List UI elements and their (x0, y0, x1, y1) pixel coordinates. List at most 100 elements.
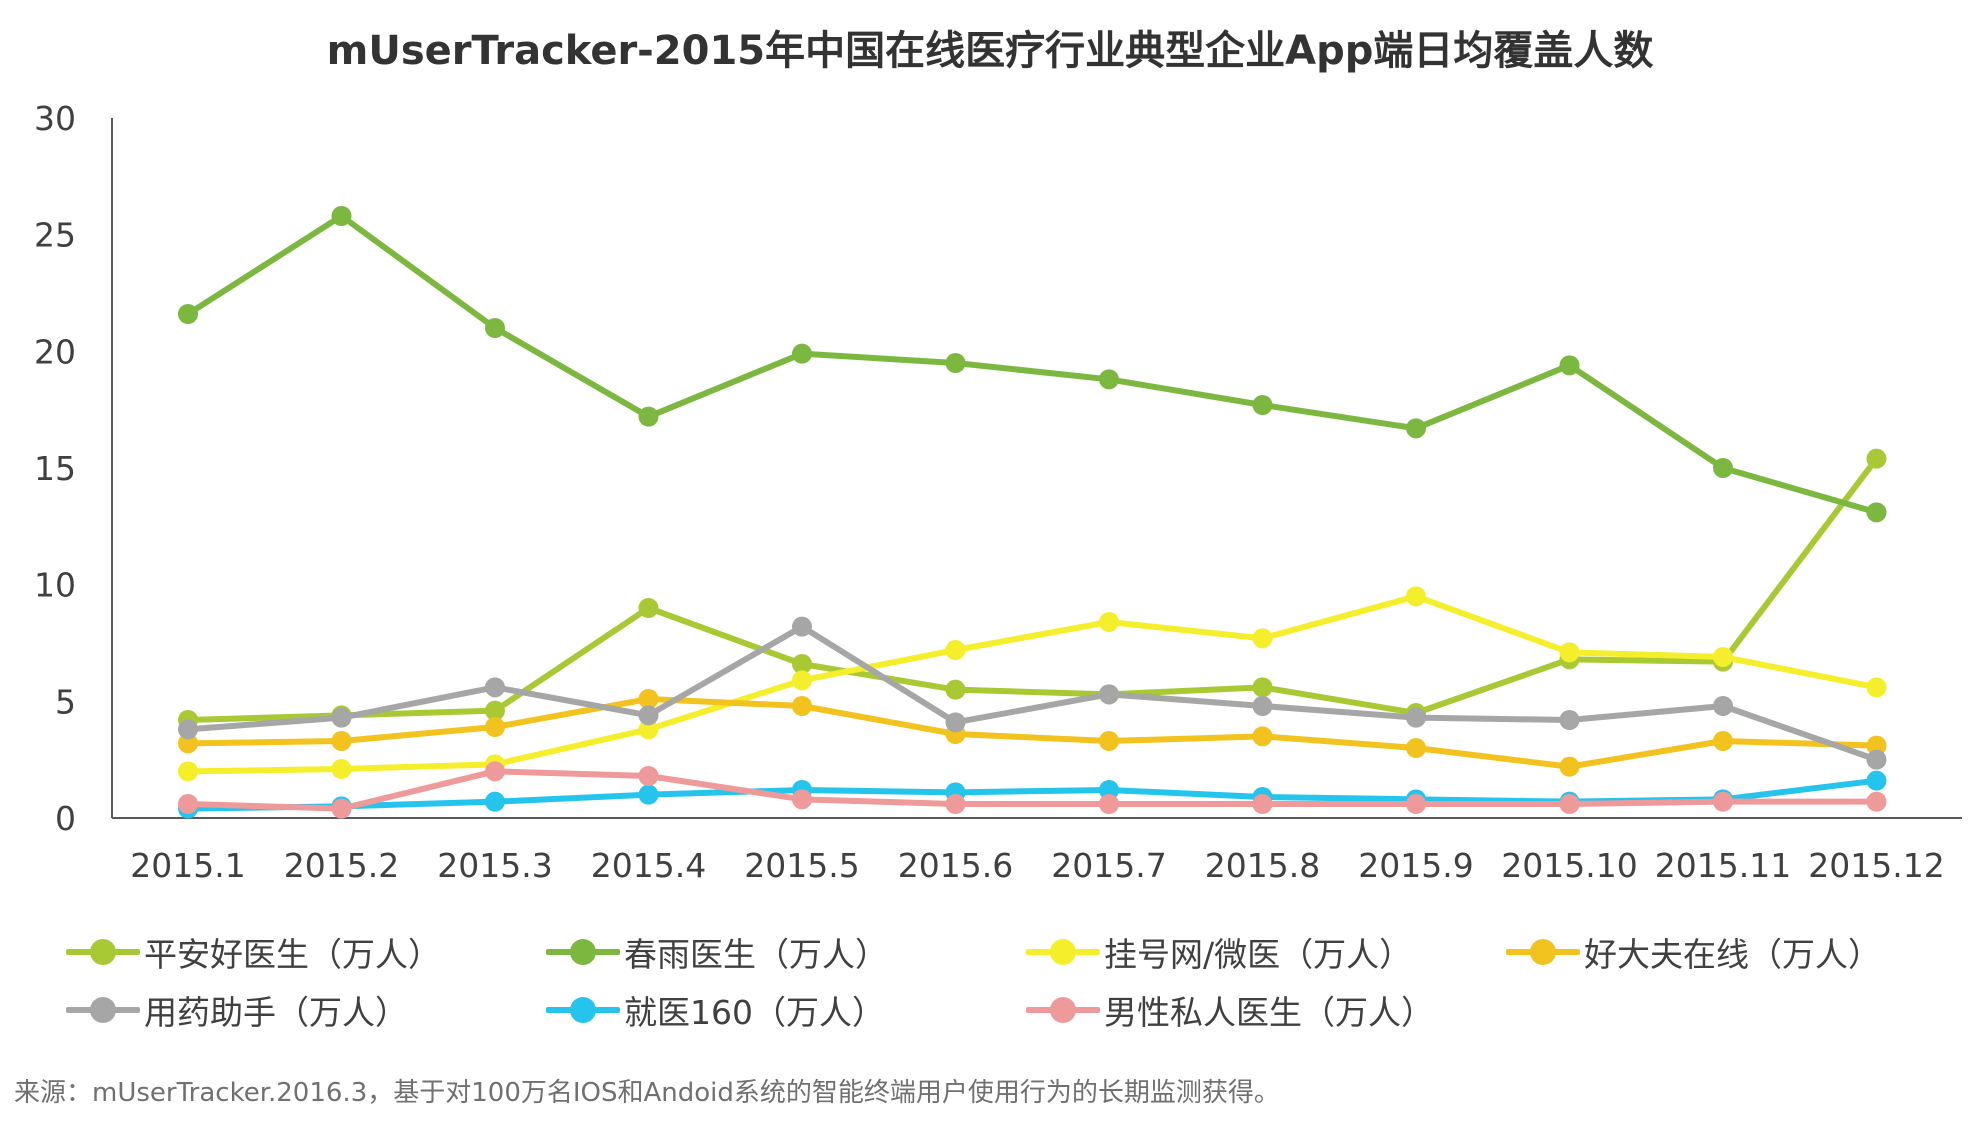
legend-item: 好大夫在线（万人） (1506, 932, 1980, 974)
y-tick-label: 5 (55, 682, 76, 721)
data-point (1406, 707, 1426, 728)
data-point (1866, 448, 1887, 469)
data-point (945, 712, 966, 733)
y-tick-label: 30 (34, 99, 76, 138)
x-tick-label: 2015.6 (898, 846, 1013, 885)
x-tick-label: 2015.10 (1501, 846, 1637, 885)
legend-label: 男性私人医生（万人） (1104, 993, 1434, 1032)
data-point (1099, 780, 1119, 800)
data-point (792, 696, 812, 716)
data-point (1252, 696, 1273, 716)
legend-swatch (1506, 932, 1580, 972)
series-line (185, 593, 1880, 775)
x-tick-label: 2015.8 (1205, 846, 1320, 885)
legend-label: 好大夫在线（万人） (1584, 935, 1881, 974)
data-point (945, 794, 966, 814)
x-tick-label: 2015.4 (591, 846, 706, 885)
data-point (638, 719, 659, 740)
data-point (1099, 369, 1119, 390)
data-point (1713, 458, 1733, 478)
x-tick-label: 2015.3 (437, 846, 552, 885)
data-point (638, 406, 659, 427)
legend-swatch (1026, 990, 1100, 1030)
data-point (945, 353, 966, 373)
data-point (1099, 794, 1119, 814)
series (178, 448, 1887, 730)
legend: 平安好医生（万人） 春雨医生（万人） 挂号网/微医（万人） 好大夫在线（万人） 用药助手… (66, 932, 1946, 1032)
y-tick-label: 15 (34, 449, 76, 488)
legend-item: 男性私人医生（万人） (1026, 990, 1506, 1032)
data-point (331, 759, 352, 779)
data-point (638, 689, 659, 709)
data-point (1252, 395, 1273, 415)
data-point (1099, 612, 1119, 632)
data-point (1559, 710, 1580, 730)
data-point (638, 705, 659, 726)
legend-swatch (546, 990, 620, 1030)
series (178, 689, 1887, 777)
data-point (1713, 731, 1733, 751)
legend-item: 挂号网/微医（万人） (1026, 932, 1506, 974)
data-point (1406, 586, 1426, 607)
data-point (638, 784, 659, 805)
series (178, 616, 1887, 770)
data-point (1866, 677, 1887, 698)
data-point (485, 791, 505, 812)
data-point (1559, 642, 1580, 663)
legend-item: 平安好医生（万人） (66, 932, 546, 974)
series-line (185, 768, 1880, 812)
data-point (1866, 735, 1887, 756)
data-point (1252, 794, 1273, 814)
data-point (1866, 749, 1887, 770)
x-tick-label: 2015.5 (744, 846, 859, 885)
series (178, 206, 1887, 523)
data-point (1713, 647, 1733, 667)
data-point (945, 679, 966, 700)
series (178, 761, 1887, 819)
legend-label: 春雨医生（万人） (624, 935, 888, 974)
data-point (1252, 628, 1273, 649)
data-point (1099, 731, 1119, 751)
y-tick-label: 25 (34, 216, 76, 255)
legend-swatch (66, 990, 140, 1030)
source-note: 来源：mUserTracker.2016.3，基于对100万名IOS和Andoi… (14, 1078, 1280, 1108)
series (178, 770, 1887, 819)
data-point (1252, 677, 1273, 698)
data-point (485, 677, 505, 698)
data-point (945, 640, 966, 660)
y-tick-label: 0 (55, 799, 76, 838)
data-point (1559, 794, 1580, 814)
legend-swatch (546, 932, 620, 972)
chart-title: mUserTracker-2015年中国在线医疗行业典型企业App端日均覆盖人数 (326, 28, 1654, 74)
x-tick-label: 2015.1 (130, 846, 245, 885)
data-point (331, 707, 352, 728)
data-point (485, 318, 505, 338)
x-tick-label: 2015.9 (1358, 846, 1473, 885)
legend-item: 就医160（万人） (546, 990, 1026, 1032)
data-point (485, 700, 505, 721)
data-point (485, 717, 505, 737)
x-tick-label: 2015.11 (1655, 846, 1791, 885)
data-point (1713, 696, 1733, 716)
legend-item: 春雨医生（万人） (546, 932, 1026, 974)
data-point (178, 304, 198, 324)
data-point (792, 789, 812, 810)
data-point (1559, 355, 1580, 376)
legend-label: 平安好医生（万人） (144, 935, 441, 974)
data-point (331, 206, 352, 226)
data-point (792, 343, 812, 364)
series-group (178, 206, 1887, 819)
data-point (178, 794, 198, 814)
data-point (1099, 684, 1119, 705)
data-point (1406, 794, 1426, 814)
data-point (1559, 756, 1580, 777)
series-line (185, 623, 1880, 763)
legend-swatch (1026, 932, 1100, 972)
data-point (1406, 418, 1426, 439)
x-tick-label: 2015.12 (1808, 846, 1944, 885)
data-point (178, 761, 198, 782)
data-point (792, 654, 812, 674)
legend-label: 用药助手（万人） (144, 993, 408, 1032)
series (178, 586, 1887, 782)
series-line (185, 696, 1880, 770)
